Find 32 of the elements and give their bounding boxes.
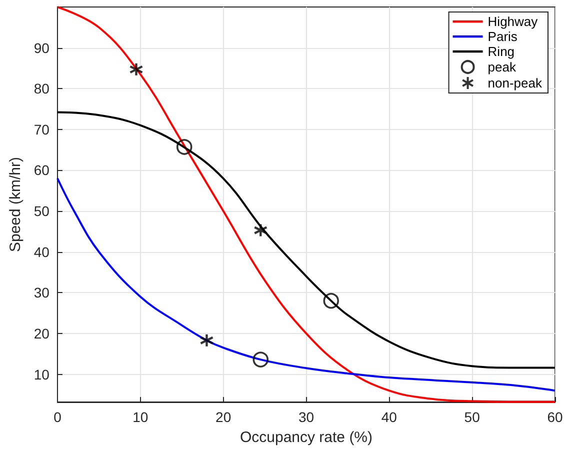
y-tick-label: 50 [34,203,50,220]
x-axis-title: Occupancy rate (%) [240,429,373,446]
x-tick-label: 20 [216,409,232,425]
point [252,352,269,368]
legend-label: non-peak [488,76,542,90]
y-tick-label: 70 [34,121,50,138]
point [323,292,340,309]
y-tick-label: 10 [34,366,50,382]
legend-label: peak [488,60,516,74]
y-tick-label: 60 [34,162,50,178]
point [200,333,214,348]
legend-label: Ring [488,44,515,59]
legend-label: Highway [488,14,538,29]
x-tick-label: 10 [132,409,148,425]
line-series [56,111,556,369]
y-tick-label: 90 [34,40,50,56]
point [176,139,192,155]
x-tick-label: 40 [381,409,398,425]
y-axis-title: Speed (km/hr) [7,156,24,252]
legend-label: Paris [488,29,518,44]
x-tick-label: 0 [54,409,62,425]
x-tick-label: 50 [464,409,480,425]
y-tick-label: 30 [34,284,50,301]
line-series [56,6,556,403]
x-tick-label: 30 [298,409,314,425]
y-tick-label: 20 [34,325,50,342]
point [129,62,144,77]
x-tick-label: 60 [547,409,563,425]
y-tick-label: 40 [34,244,50,260]
point [254,223,268,238]
line-series [56,177,556,392]
y-tick-label: 80 [34,80,50,97]
